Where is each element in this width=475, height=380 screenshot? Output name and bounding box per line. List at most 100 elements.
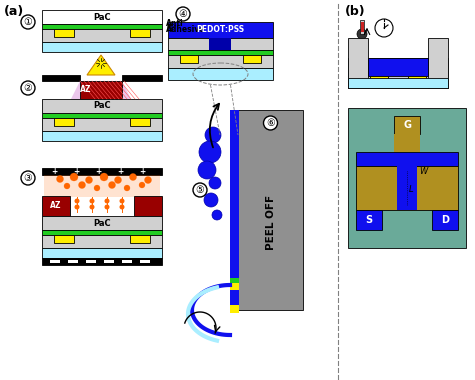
Circle shape: [212, 210, 222, 220]
Text: G: G: [403, 120, 411, 130]
Text: Anti: Anti: [166, 19, 184, 28]
Circle shape: [375, 19, 393, 37]
Bar: [122, 75, 162, 81]
Text: ①: ①: [24, 17, 32, 27]
Bar: [209, 38, 231, 50]
Text: PaC: PaC: [93, 101, 111, 111]
Circle shape: [89, 198, 95, 204]
Circle shape: [199, 141, 221, 163]
Bar: [397, 166, 417, 210]
Text: PaC: PaC: [93, 218, 111, 228]
Circle shape: [176, 7, 190, 21]
Bar: [348, 78, 448, 88]
Text: +: +: [95, 167, 101, 176]
Bar: [54, 118, 74, 126]
Bar: [361, 22, 363, 32]
Bar: [209, 38, 231, 50]
Circle shape: [75, 204, 79, 209]
Circle shape: [21, 15, 35, 29]
Text: S: S: [365, 215, 372, 225]
Circle shape: [78, 182, 86, 188]
Circle shape: [264, 116, 277, 130]
Bar: [54, 29, 74, 37]
Circle shape: [89, 204, 95, 209]
Circle shape: [120, 204, 124, 209]
Bar: [360, 20, 364, 34]
Bar: [238, 110, 303, 310]
Bar: [230, 278, 239, 283]
Circle shape: [205, 127, 221, 143]
Circle shape: [139, 182, 145, 188]
Circle shape: [86, 176, 93, 184]
Bar: [180, 55, 198, 63]
Bar: [348, 58, 448, 88]
Bar: [54, 235, 74, 243]
Bar: [42, 29, 162, 42]
Circle shape: [357, 29, 367, 39]
Bar: [42, 42, 162, 52]
Bar: [42, 216, 162, 230]
Text: AZ: AZ: [80, 86, 92, 95]
Text: (a): (a): [4, 5, 24, 19]
Polygon shape: [187, 285, 230, 340]
Bar: [130, 235, 150, 243]
Circle shape: [64, 183, 70, 189]
Bar: [42, 196, 70, 216]
Circle shape: [104, 204, 110, 209]
Text: (b): (b): [345, 5, 366, 19]
Circle shape: [70, 173, 78, 181]
Bar: [42, 168, 162, 175]
Text: +: +: [51, 167, 57, 176]
Bar: [428, 38, 448, 88]
Bar: [42, 24, 162, 29]
Circle shape: [193, 183, 207, 197]
Circle shape: [204, 193, 218, 207]
Text: AZ: AZ: [50, 201, 62, 211]
Text: Adhesive: Adhesive: [166, 25, 206, 35]
Circle shape: [99, 61, 103, 65]
Bar: [42, 118, 162, 131]
Bar: [42, 113, 162, 118]
Circle shape: [198, 161, 216, 179]
Text: PEEL OFF: PEEL OFF: [266, 195, 276, 250]
Bar: [42, 248, 162, 258]
Bar: [42, 258, 162, 265]
Circle shape: [124, 185, 130, 191]
Bar: [230, 283, 239, 290]
Bar: [68, 260, 78, 263]
Bar: [122, 260, 132, 263]
Circle shape: [120, 198, 124, 204]
Circle shape: [108, 182, 115, 188]
Bar: [348, 108, 466, 248]
Text: D: D: [441, 215, 449, 225]
Bar: [168, 22, 273, 38]
Circle shape: [100, 173, 108, 181]
Circle shape: [130, 174, 136, 180]
Circle shape: [75, 198, 79, 204]
Bar: [356, 210, 382, 230]
Bar: [168, 68, 273, 80]
Text: PEDOT:PSS: PEDOT:PSS: [197, 25, 245, 35]
Polygon shape: [70, 81, 132, 101]
Text: ②: ②: [24, 83, 32, 93]
Bar: [42, 75, 80, 81]
Text: ④: ④: [179, 9, 187, 19]
Bar: [42, 10, 162, 24]
Bar: [394, 116, 420, 134]
Bar: [86, 260, 96, 263]
Bar: [42, 131, 162, 141]
Circle shape: [144, 176, 152, 184]
Text: +: +: [139, 167, 145, 176]
Circle shape: [21, 171, 35, 185]
Bar: [356, 152, 458, 166]
Bar: [42, 230, 162, 235]
Circle shape: [209, 177, 221, 189]
Bar: [356, 166, 458, 210]
Bar: [104, 260, 114, 263]
Text: ③: ③: [24, 173, 32, 183]
Bar: [134, 196, 162, 216]
Text: W: W: [419, 168, 427, 176]
Polygon shape: [87, 55, 115, 75]
Bar: [348, 38, 368, 88]
Bar: [230, 305, 239, 313]
